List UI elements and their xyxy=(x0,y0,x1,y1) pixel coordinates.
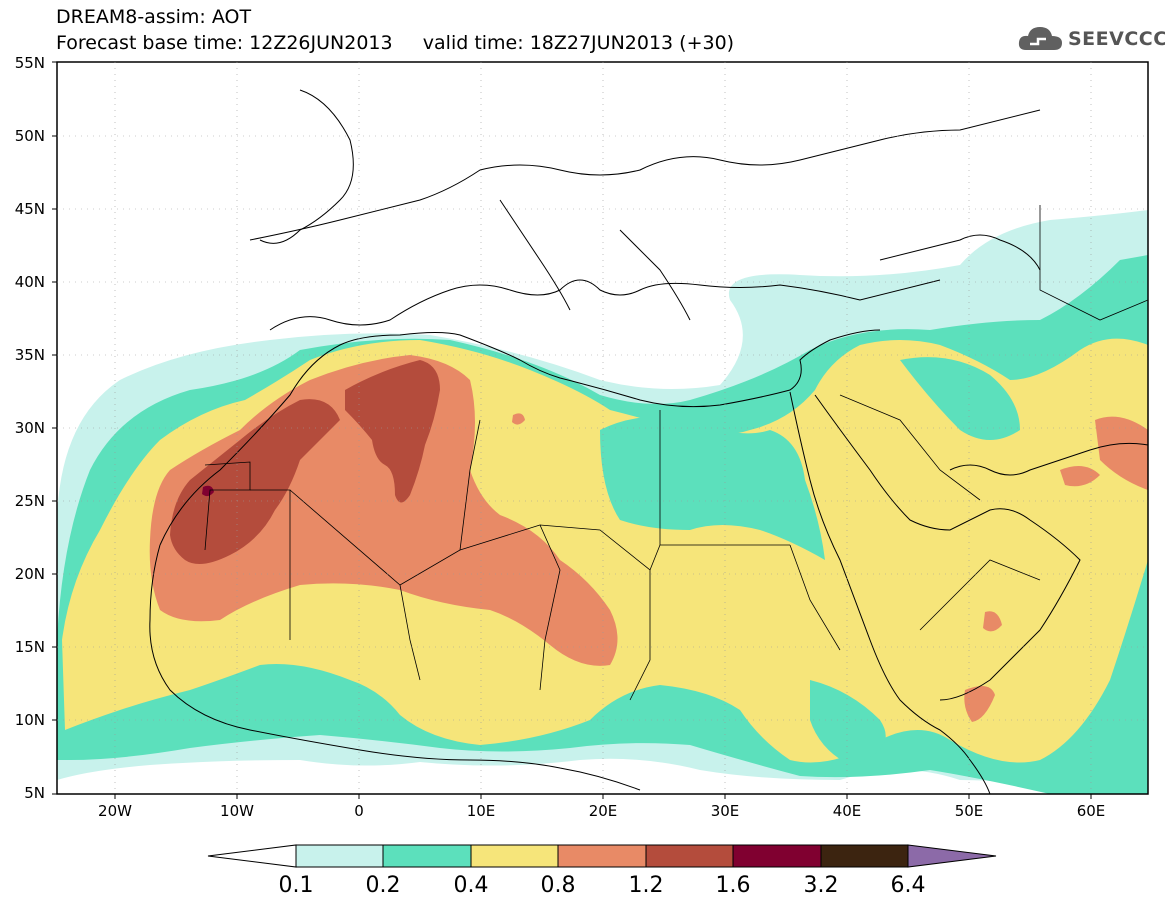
lat-label: 35N xyxy=(15,346,45,364)
lon-label: 10W xyxy=(220,802,254,820)
lat-label: 50N xyxy=(15,127,45,145)
aot-level-0-8-spot xyxy=(964,686,995,722)
aot-level-0-8-spot xyxy=(1060,466,1100,487)
lat-label: 45N xyxy=(15,200,45,218)
legend-label: 0.8 xyxy=(541,873,576,898)
lon-label: 20W xyxy=(98,802,132,820)
lon-label: 0 xyxy=(354,802,364,820)
lat-label: 40N xyxy=(15,273,45,291)
map-subtitle: Forecast base time: 12Z26JUN2013 valid t… xyxy=(56,32,735,54)
lon-label: 10E xyxy=(467,802,496,820)
legend-label: 0.1 xyxy=(279,873,314,898)
legend-label: 3.2 xyxy=(804,873,839,898)
lat-label: 5N xyxy=(24,784,45,802)
legend-swatch xyxy=(470,844,559,868)
lon-label: 50E xyxy=(955,802,984,820)
lat-label: 15N xyxy=(15,638,45,656)
aot-level-0-8-spot xyxy=(983,611,1002,632)
borders xyxy=(204,205,1148,701)
lat-label: 30N xyxy=(15,419,45,437)
lat-label: 20N xyxy=(15,565,45,583)
lat-label: 25N xyxy=(15,492,45,510)
graticule xyxy=(57,62,1148,794)
legend-swatch xyxy=(382,844,472,868)
legend-under-arrow xyxy=(207,844,297,868)
map-title: DREAM8-assim: AOT xyxy=(56,6,252,28)
aot-level-0-8-spot xyxy=(512,413,525,425)
aot-level-1-2 xyxy=(345,360,440,503)
legend-swatch xyxy=(295,844,384,868)
aot-level-0-2-patch xyxy=(900,357,1020,440)
lon-label: 20E xyxy=(589,802,618,820)
legend-swatch xyxy=(557,844,647,868)
coastlines xyxy=(149,89,1148,794)
aot-level-0-8-spot xyxy=(1095,416,1148,490)
legend-label: 0.4 xyxy=(454,873,489,898)
lat-label: 55N xyxy=(15,54,45,72)
legend-label: 0.2 xyxy=(366,873,401,898)
aot-level-1-2 xyxy=(170,399,340,564)
lon-label: 60E xyxy=(1077,802,1106,820)
cloud-logo-icon xyxy=(1018,27,1062,50)
legend-label: 1.2 xyxy=(629,873,664,898)
aot-level-1-6-spot xyxy=(202,485,214,497)
legend-label: 6.4 xyxy=(891,873,926,898)
legend-swatch xyxy=(732,844,822,868)
legend-swatch xyxy=(645,844,734,868)
lat-label: 10N xyxy=(15,711,45,729)
legend-over-arrow xyxy=(907,844,997,868)
color-legend xyxy=(207,844,997,868)
logo-text: SEEVCCC xyxy=(1068,28,1165,50)
aot-level-0-2-patch xyxy=(600,416,825,560)
legend-label: 1.6 xyxy=(716,873,751,898)
aot-level-0-2-patch xyxy=(810,680,886,765)
aot-shading xyxy=(57,62,1148,794)
lon-label: 40E xyxy=(833,802,862,820)
lon-label: 30E xyxy=(711,802,740,820)
legend-swatch xyxy=(820,844,909,868)
